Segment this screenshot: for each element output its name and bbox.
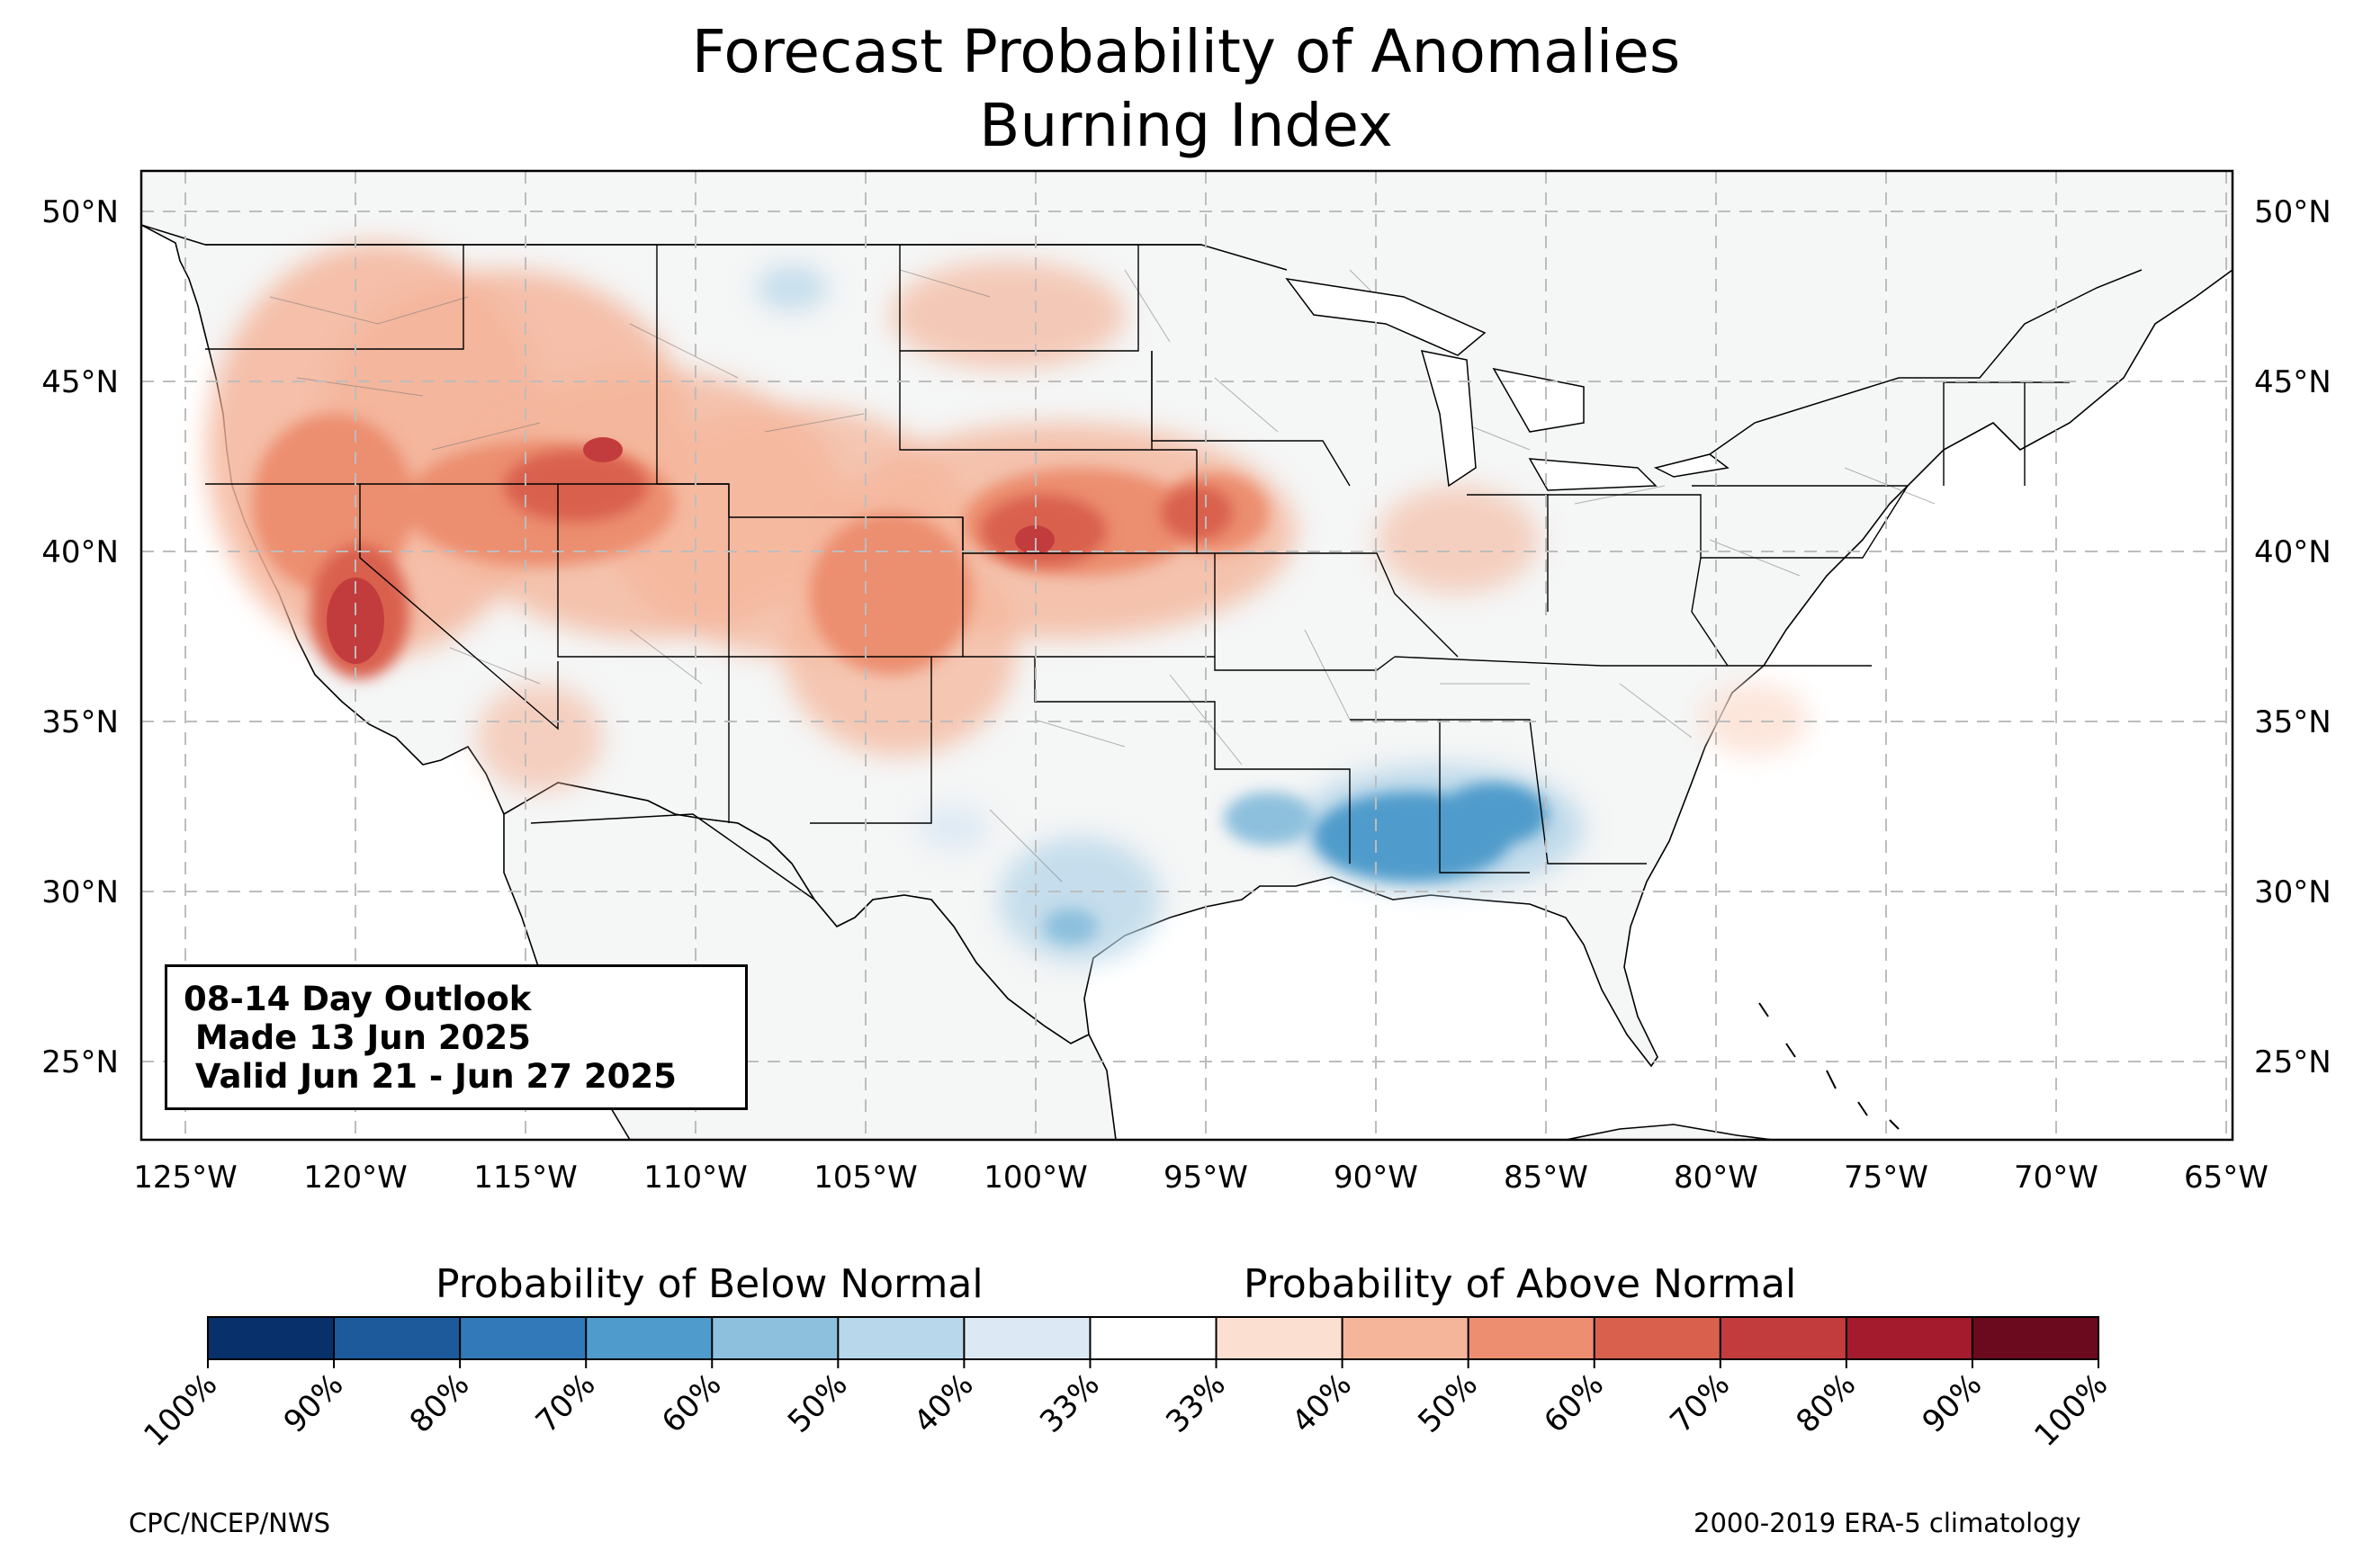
colorbar-swatch bbox=[1090, 1317, 1217, 1359]
colorbar-tick-label: 100% bbox=[137, 1366, 224, 1454]
colorbar-tick-label: 40% bbox=[1285, 1366, 1359, 1440]
colorbar-swatch bbox=[1216, 1317, 1343, 1359]
colorbar-tick-label: 90% bbox=[277, 1366, 351, 1440]
colorbar-swatch bbox=[586, 1317, 713, 1359]
colorbar-swatch bbox=[838, 1317, 965, 1359]
colorbar-swatch bbox=[1846, 1317, 1973, 1359]
lat-label-right: 45°N bbox=[2254, 364, 2332, 400]
central-california-max bbox=[327, 578, 384, 664]
lon-label: 120°W bbox=[303, 1160, 408, 1196]
colorbar-tick-label: 50% bbox=[781, 1366, 855, 1440]
colorbar-tick-label: 50% bbox=[1411, 1366, 1485, 1440]
lat-label-right: 30°N bbox=[2254, 874, 2332, 910]
colorbar-swatch bbox=[964, 1317, 1091, 1359]
lon-label: 85°W bbox=[1504, 1160, 1588, 1196]
colorbar-tick-label: 70% bbox=[529, 1366, 603, 1440]
colorbar-tick-label: 100% bbox=[2027, 1366, 2115, 1454]
lon-label: 105°W bbox=[813, 1160, 918, 1196]
lon-label: 65°W bbox=[2184, 1160, 2269, 1196]
colorbar-tick-label: 60% bbox=[1537, 1366, 1611, 1440]
lon-label: 95°W bbox=[1164, 1160, 1248, 1196]
lat-label-left: 45°N bbox=[41, 364, 119, 400]
colorbar-tick-label: 60% bbox=[655, 1366, 729, 1440]
bahamas-islands bbox=[1758, 1002, 1900, 1130]
colorbar-swatch bbox=[1594, 1317, 1721, 1359]
lon-label: 125°W bbox=[133, 1160, 238, 1196]
colorbar-swatch bbox=[712, 1317, 839, 1359]
national-borders bbox=[141, 224, 2143, 900]
valid-dates: Valid Jun 21 - Jun 27 2025 bbox=[184, 1057, 677, 1096]
great-lakes bbox=[1285, 277, 1730, 491]
lat-label-left: 40°N bbox=[41, 534, 119, 570]
colorbar-tick-label: 40% bbox=[907, 1366, 981, 1440]
colorbar: 100% 90% 80% 70% 60% 50% 40% 33% 33% 40% 50% 60% 70%… bbox=[137, 1316, 2115, 1454]
cuba-land bbox=[1565, 1124, 1774, 1140]
lat-label-right: 50°N bbox=[2254, 194, 2332, 230]
outlook-period: 08-14 Day Outlook bbox=[184, 980, 532, 1018]
colorbar-tick-label: 80% bbox=[1790, 1366, 1864, 1440]
colorbar-below-title: Probability of Below Normal bbox=[436, 1261, 984, 1307]
colorbar-swatch bbox=[208, 1317, 335, 1359]
lat-label-left: 35°N bbox=[41, 704, 119, 740]
colorbar-swatch bbox=[1720, 1317, 1847, 1359]
colorbar-tick-label: 33% bbox=[1033, 1366, 1107, 1440]
lon-label: 110°W bbox=[643, 1160, 748, 1196]
made-date: Made 13 Jun 2025 bbox=[184, 1018, 531, 1057]
colorbar-swatch bbox=[1972, 1317, 2099, 1359]
colorbar-swatch bbox=[1468, 1317, 1595, 1359]
colorbar-swatch bbox=[460, 1317, 587, 1359]
climatology-note: 2000-2019 ERA-5 climatology bbox=[1694, 1508, 2081, 1538]
colorbar-swatch bbox=[334, 1317, 461, 1359]
outlook-info-box: 08-14 Day Outlook Made 13 Jun 2025 Valid… bbox=[165, 964, 748, 1110]
source-credit: CPC/NCEP/NWS bbox=[129, 1508, 331, 1538]
lon-label: 100°W bbox=[984, 1160, 1088, 1196]
lat-label-left: 50°N bbox=[41, 194, 119, 230]
southern-idaho-max bbox=[583, 437, 623, 462]
lon-label: 75°W bbox=[1844, 1160, 1928, 1196]
map-subtitle: Burning Index bbox=[979, 91, 1393, 160]
colorbar-swatch bbox=[1342, 1317, 1469, 1359]
colorbar-above-title: Probability of Above Normal bbox=[1244, 1261, 1797, 1307]
map-frame bbox=[139, 169, 2234, 1142]
lat-label-right: 35°N bbox=[2254, 704, 2332, 740]
colorbar-tick-label: 80% bbox=[403, 1366, 477, 1440]
colorbar-tick-label: 90% bbox=[1916, 1366, 1990, 1440]
colorbar-tick-label: 70% bbox=[1663, 1366, 1737, 1440]
lat-label-left: 25°N bbox=[41, 1044, 119, 1080]
colorbar-tick-label: 33% bbox=[1159, 1366, 1233, 1440]
lat-label-right: 40°N bbox=[2254, 534, 2332, 570]
lon-label: 115°W bbox=[473, 1160, 578, 1196]
map-title: Forecast Probability of Anomalies bbox=[691, 17, 1681, 86]
lat-label-right: 25°N bbox=[2254, 1044, 2332, 1080]
lat-label-left: 30°N bbox=[41, 874, 119, 910]
lon-label: 90°W bbox=[1334, 1160, 1418, 1196]
lon-label: 70°W bbox=[2014, 1160, 2098, 1196]
lon-label: 80°W bbox=[1674, 1160, 1758, 1196]
